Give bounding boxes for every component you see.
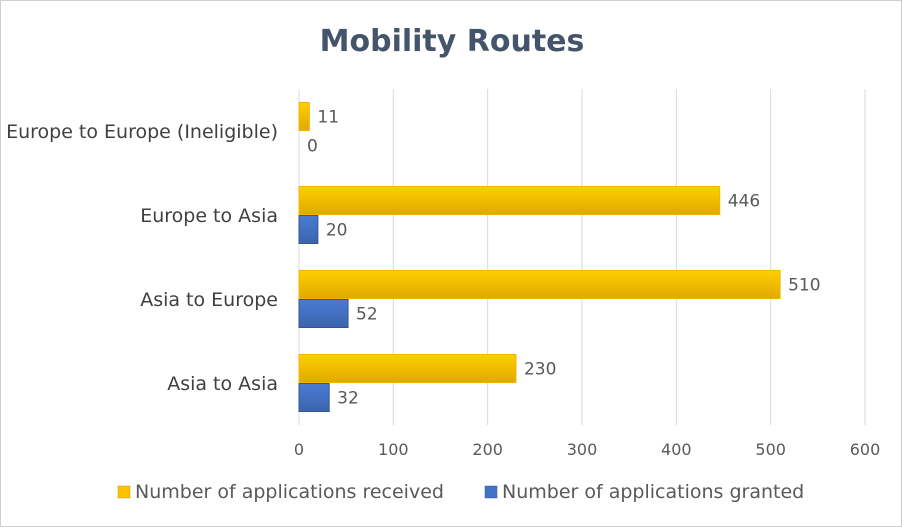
data-label-granted: 20: [326, 221, 348, 241]
bar-granted: [298, 215, 319, 244]
x-tick-label: 100: [378, 440, 409, 459]
data-labels: 11 0 446 20 510 52 230 32: [307, 108, 821, 409]
data-label-granted: 0: [307, 137, 318, 157]
category-label: Asia to Asia: [167, 373, 278, 395]
bar-granted: [298, 299, 349, 328]
x-tick-label: 400: [661, 440, 692, 459]
x-tick-label: 200: [472, 440, 503, 459]
category-label: Asia to Europe: [140, 289, 278, 311]
data-label-received: 510: [788, 276, 820, 296]
legend: Number of applications received Number of…: [117, 481, 804, 503]
x-tick-label: 0: [294, 440, 304, 459]
data-label-granted: 32: [337, 389, 359, 409]
legend-label-received: Number of applications received: [135, 481, 444, 503]
category-label: Europe to Europe (Ineligible): [6, 121, 278, 143]
category-label: Europe to Asia: [140, 205, 278, 227]
x-axis-ticks: 0 100 200 300 400 500 600: [294, 440, 880, 459]
gridlines: [298, 89, 866, 425]
category-labels: Europe to Europe (Ineligible) Europe to A…: [6, 121, 278, 395]
bar-received: [298, 102, 310, 131]
bar-granted: [298, 383, 330, 412]
bar-received: [298, 354, 517, 383]
x-tick-label: 500: [755, 440, 786, 459]
bar-received: [298, 270, 781, 299]
data-label-received: 230: [524, 360, 556, 380]
x-tick-label: 600: [850, 440, 881, 459]
chart-title: Mobility Routes: [320, 24, 585, 59]
data-label-granted: 52: [356, 305, 378, 325]
data-label-received: 446: [728, 192, 760, 212]
data-label-received: 11: [317, 108, 339, 128]
legend-swatch-granted: [484, 485, 498, 499]
legend-swatch-received: [117, 485, 131, 499]
bars: [298, 102, 781, 412]
bar-received: [298, 186, 721, 215]
legend-label-granted: Number of applications granted: [502, 481, 804, 503]
x-tick-label: 300: [567, 440, 598, 459]
